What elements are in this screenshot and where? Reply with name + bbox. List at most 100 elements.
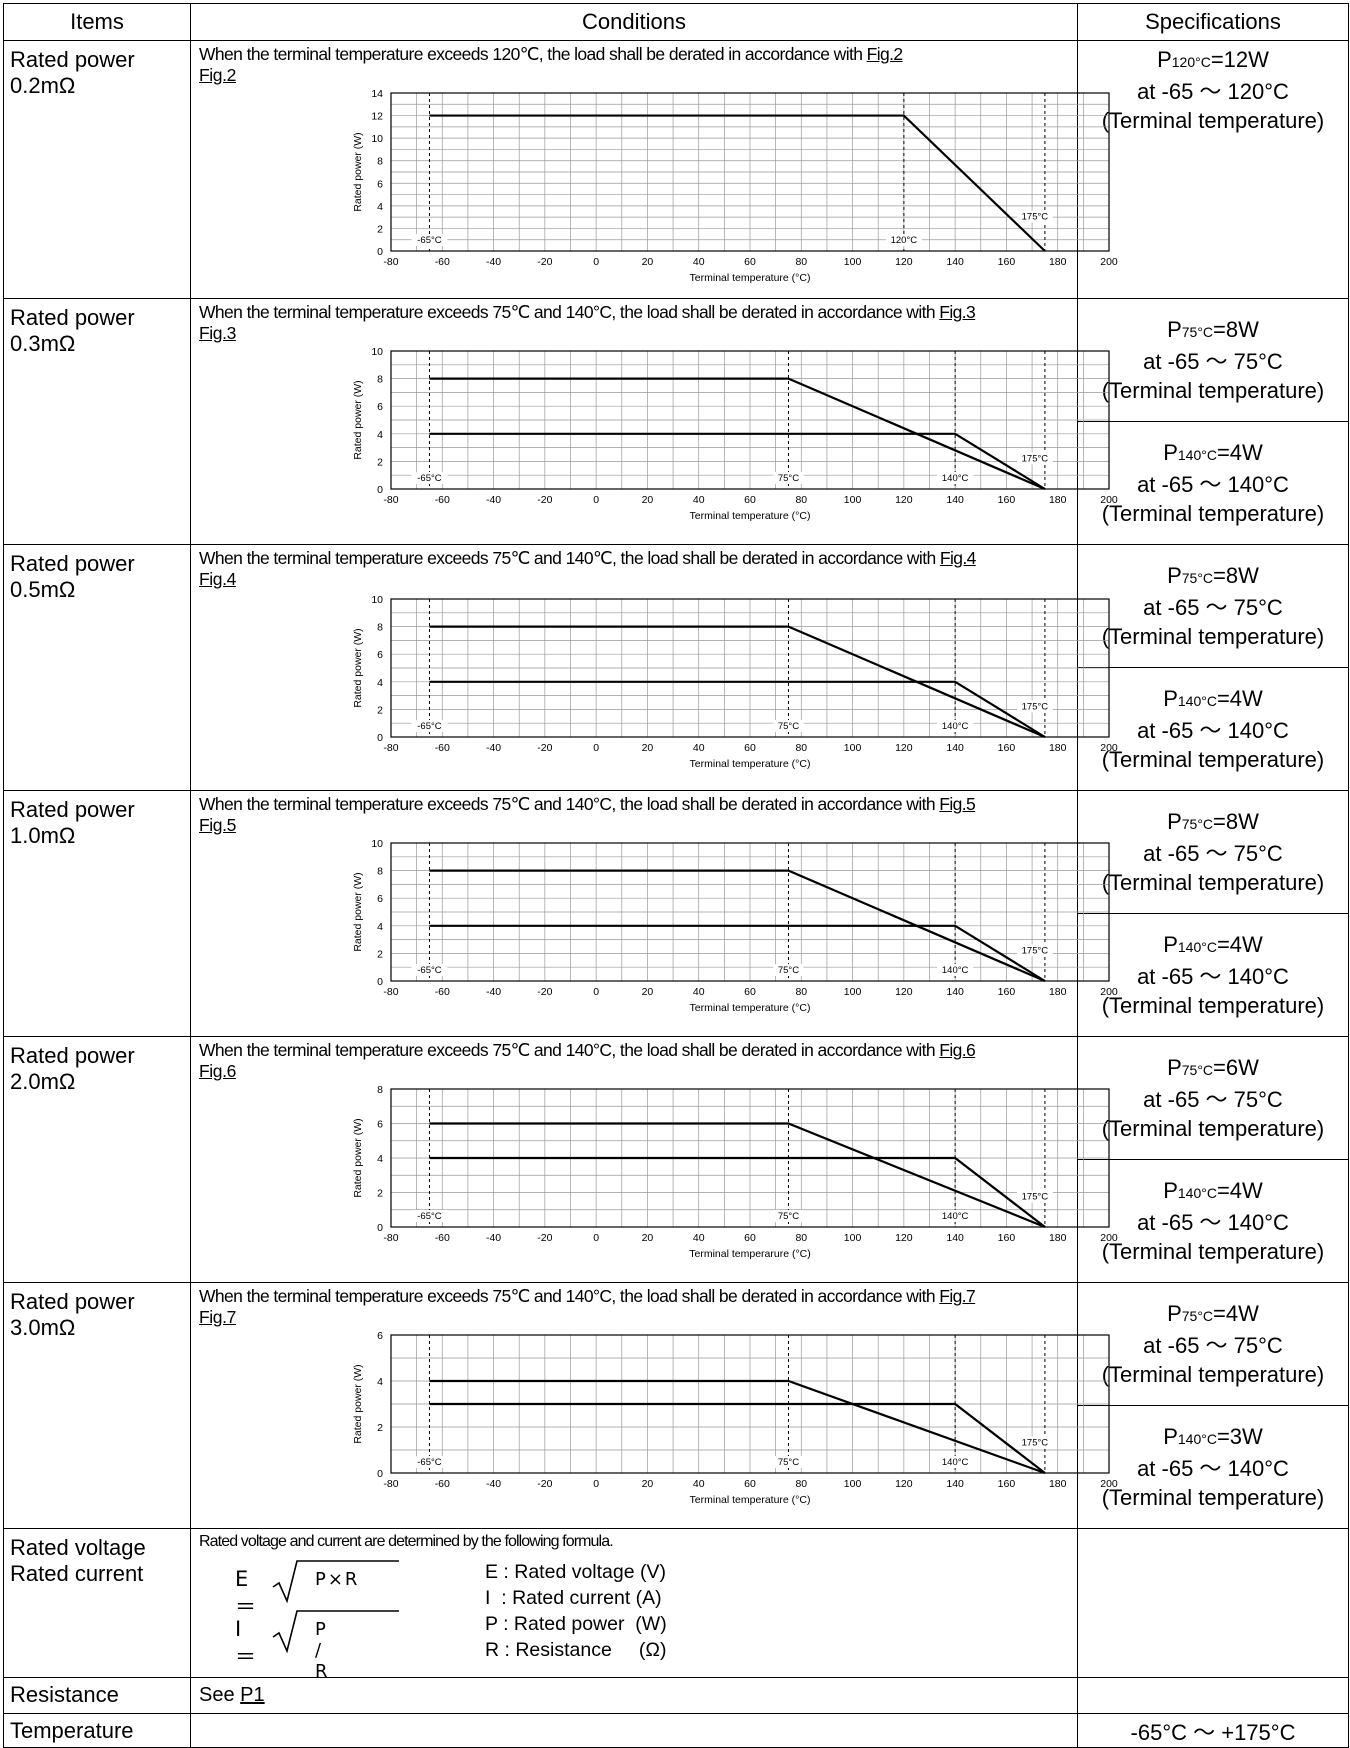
plot-frame bbox=[390, 842, 1110, 982]
fig-link[interactable]: Fig.7 bbox=[939, 1286, 976, 1306]
item-line: 2.0mΩ bbox=[10, 1069, 76, 1094]
item-line: 0.3mΩ bbox=[10, 331, 76, 356]
y-tick-label: 8 bbox=[377, 622, 383, 634]
x-tick-label: 20 bbox=[642, 1232, 654, 1244]
spec-p: P bbox=[1167, 1055, 1182, 1080]
fig-link[interactable]: Fig.5 bbox=[939, 794, 976, 814]
y-tick-label: 2 bbox=[377, 223, 383, 235]
x-tick-label: 40 bbox=[693, 742, 705, 754]
marker-label-bg bbox=[411, 1456, 448, 1468]
x-tick-label: 180 bbox=[1049, 986, 1067, 998]
y-tick-label: 8 bbox=[377, 374, 383, 386]
fig-link[interactable]: Fig.6 bbox=[939, 1040, 976, 1060]
derating-curve bbox=[429, 625, 1046, 739]
header-items: Items bbox=[3, 3, 191, 41]
derating-curve bbox=[429, 432, 1046, 490]
spec-p-sub: 75°C bbox=[1181, 570, 1214, 586]
spec-power: P75°C=8W bbox=[1078, 561, 1348, 593]
x-tick-label: -20 bbox=[537, 742, 552, 754]
fig-link[interactable]: Fig.2 bbox=[866, 44, 904, 64]
derating-chart-fig7: -80 -60 -40 -20 0 20 40 60 80 100 120 140 160 180 200 0… bbox=[352, 1330, 1118, 1506]
x-tick-label: 40 bbox=[693, 1232, 705, 1244]
x-tick-label: 0 bbox=[593, 1232, 599, 1244]
y-tick-label: 2 bbox=[377, 1188, 383, 1200]
y-axis-label: Rated power (W) bbox=[352, 380, 364, 459]
table-row: P140°C=3W at -65 ～ 140°C (Terminal tempe… bbox=[4, 1405, 1349, 1529]
radical-sign-icon bbox=[272, 1560, 399, 1603]
plot-frame bbox=[390, 1088, 1110, 1228]
marker-label-bg bbox=[885, 234, 922, 246]
item-line: Resistance bbox=[10, 1682, 119, 1707]
figure-caption: Fig.3 bbox=[199, 323, 236, 343]
item-line: Rated current bbox=[10, 1561, 144, 1586]
x-tick-label: -40 bbox=[486, 1478, 501, 1490]
x-tick-label: 0 bbox=[593, 256, 599, 268]
x-tick-label: -40 bbox=[486, 1232, 501, 1244]
condition-text: When the terminal temperature exceeds 75… bbox=[199, 301, 1077, 323]
header-conditions: Conditions bbox=[190, 3, 1078, 41]
x-tick-label: 0 bbox=[593, 494, 599, 506]
derating-curve bbox=[429, 924, 1046, 982]
formula-e-radicand: P×R bbox=[315, 1569, 360, 1590]
condition-cell: Rated voltage and current are determined… bbox=[190, 1528, 1078, 1682]
x-tick-label: 160 bbox=[998, 494, 1016, 506]
x-tick-label: 40 bbox=[693, 986, 705, 998]
x-tick-label: 60 bbox=[744, 1232, 756, 1244]
y-tick-label: 8 bbox=[377, 156, 383, 168]
x-axis-label: Terminal temperature (°C) bbox=[690, 510, 811, 522]
x-tick-label: -60 bbox=[435, 1232, 450, 1244]
x-tick-label: -80 bbox=[383, 986, 398, 998]
x-tick-label: 120 bbox=[895, 742, 913, 754]
spec-p: P bbox=[1167, 809, 1182, 834]
spec-cell: P140°C=4W at -65 ～ 140°C (Terminal tempe… bbox=[1077, 1159, 1349, 1283]
item-line: Rated power bbox=[10, 1289, 135, 1314]
plot-frame bbox=[390, 1334, 1110, 1474]
x-tick-label: 80 bbox=[795, 1232, 807, 1244]
header-specifications: Specifications bbox=[1077, 3, 1349, 41]
temperature-marker-label: -65°C bbox=[417, 235, 442, 246]
y-axis-label: Rated power (W) bbox=[352, 628, 364, 707]
temperature-marker-label: 140°C bbox=[942, 1211, 969, 1222]
condition-text: When the terminal temperature exceeds 75… bbox=[199, 1039, 1077, 1061]
table-row: P140°C=4W at -65 ～ 140°C (Terminal tempe… bbox=[4, 1159, 1349, 1283]
figure-caption: Fig.5 bbox=[199, 815, 236, 835]
spec-range: at -65 ～ 140°C bbox=[1137, 1456, 1289, 1481]
p1-link[interactable]: P1 bbox=[240, 1684, 265, 1706]
formula-i-lhs: I ＝ bbox=[235, 1617, 257, 1669]
derating-curve bbox=[429, 1156, 1046, 1228]
marker-label-bg bbox=[773, 720, 804, 732]
y-tick-label: 12 bbox=[371, 111, 383, 123]
x-tick-label: 120 bbox=[895, 256, 913, 268]
x-axis-label: Terminal temperature (°C) bbox=[690, 1494, 811, 1506]
item-line: Rated power bbox=[10, 305, 135, 330]
condition-sentence: When the terminal temperature exceeds 75… bbox=[199, 1040, 940, 1060]
x-tick-label: -20 bbox=[537, 494, 552, 506]
marker-label-bg bbox=[411, 234, 448, 246]
x-tick-label: -20 bbox=[537, 256, 552, 268]
spec-cell: P75°C=6W at -65 ～ 75°C (Terminal tempera… bbox=[1077, 1036, 1349, 1160]
y-tick-label: 2 bbox=[377, 948, 383, 960]
y-axis-label: Rated power (W) bbox=[352, 132, 364, 211]
fig-link[interactable]: Fig.3 bbox=[939, 302, 976, 322]
item-cell: Temperature bbox=[3, 1713, 191, 1748]
x-tick-label: 100 bbox=[844, 986, 862, 998]
formula-block: E＝ P×R I ＝ P / R E : Rated voltage (V) I… bbox=[199, 1553, 1077, 1682]
fig-link[interactable]: Fig.4 bbox=[939, 548, 977, 568]
x-tick-label: 200 bbox=[1100, 986, 1118, 998]
x-tick-label: -20 bbox=[537, 1232, 552, 1244]
y-tick-label: 14 bbox=[371, 88, 383, 100]
x-tick-label: -80 bbox=[383, 1478, 398, 1490]
spec-note: (Terminal temperature) bbox=[1101, 624, 1325, 649]
y-tick-label: 6 bbox=[377, 401, 383, 413]
spec-range: at -65 ～ 75°C bbox=[1143, 349, 1283, 374]
table-row: Temperature -65°C ～ +175°C bbox=[3, 1713, 1349, 1748]
x-tick-label: 60 bbox=[744, 1478, 756, 1490]
x-axis-label: Terminal temperature (°C) bbox=[690, 758, 811, 770]
spec-range: at -65 ～ 75°C bbox=[1143, 1333, 1283, 1358]
y-tick-label: 0 bbox=[377, 246, 383, 258]
marker-label-bg bbox=[773, 472, 804, 484]
spec-note: (Terminal temperature) bbox=[1101, 870, 1325, 895]
x-tick-label: 80 bbox=[795, 1478, 807, 1490]
x-tick-label: 100 bbox=[844, 494, 862, 506]
